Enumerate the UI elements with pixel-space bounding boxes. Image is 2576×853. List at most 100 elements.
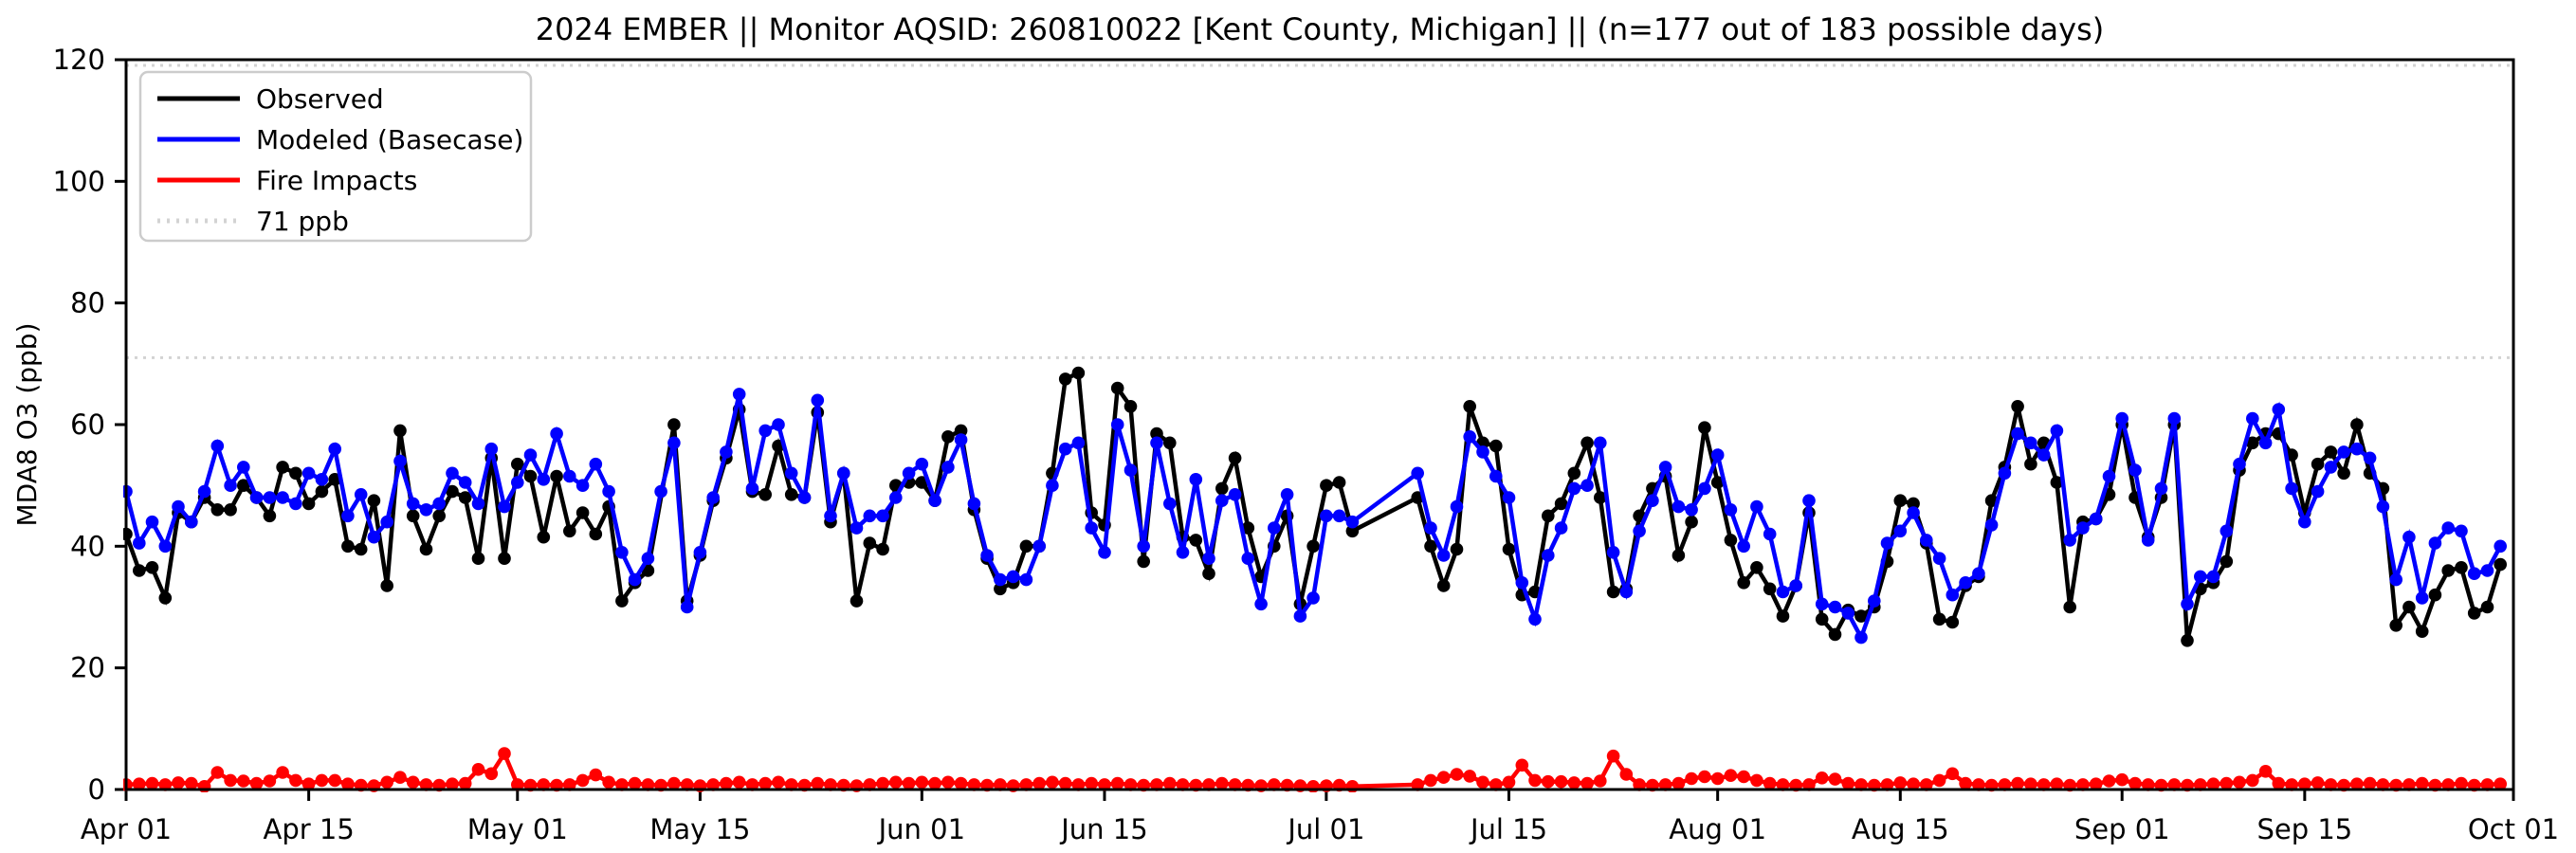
data-point-marker xyxy=(1802,778,1816,791)
data-point-marker xyxy=(2480,778,2494,791)
data-point-marker xyxy=(1685,515,1698,529)
data-point-marker xyxy=(1554,521,1568,535)
data-point-marker xyxy=(980,549,994,562)
data-point-marker xyxy=(2272,403,2286,416)
data-point-marker xyxy=(2389,572,2402,587)
data-point-marker xyxy=(1567,776,1581,789)
data-point-marker xyxy=(615,546,629,559)
data-point-marker xyxy=(1436,771,1451,784)
x-tick-label: Aug 15 xyxy=(1852,813,1949,845)
data-point-marker xyxy=(1058,776,1072,790)
data-point-marker xyxy=(367,530,381,544)
data-point-marker xyxy=(2102,774,2116,788)
data-point-marker xyxy=(1098,546,1111,559)
data-point-marker xyxy=(680,778,694,791)
data-point-marker xyxy=(1594,774,1607,788)
data-point-marker xyxy=(2298,777,2311,790)
data-point-marker xyxy=(1685,503,1698,517)
data-point-marker xyxy=(1606,546,1620,559)
data-point-marker xyxy=(1750,773,1763,788)
data-point-marker xyxy=(1854,630,1868,644)
data-point-marker xyxy=(784,488,798,501)
data-point-marker xyxy=(2141,778,2155,791)
data-point-marker xyxy=(641,552,655,565)
data-point-marker xyxy=(1124,463,1138,477)
data-point-marker xyxy=(2494,777,2507,790)
data-point-marker xyxy=(471,497,485,511)
y-tick-label: 60 xyxy=(70,408,105,441)
data-point-marker xyxy=(1710,476,1725,489)
data-point-marker xyxy=(1737,770,1750,784)
data-point-marker xyxy=(511,778,524,791)
x-tick-label: Apr 15 xyxy=(263,813,354,845)
data-point-marker xyxy=(1528,612,1542,626)
data-point-marker xyxy=(1542,774,1555,789)
data-point-marker xyxy=(419,542,433,556)
data-point-marker xyxy=(967,778,981,791)
data-point-marker xyxy=(2141,534,2155,547)
data-point-marker xyxy=(1633,524,1646,538)
data-point-marker xyxy=(589,457,603,471)
data-point-marker xyxy=(1763,776,1777,790)
data-point-marker xyxy=(811,393,825,408)
data-point-marker xyxy=(511,476,524,489)
data-point-marker xyxy=(641,778,655,791)
data-point-marker xyxy=(210,439,225,453)
data-point-marker xyxy=(1019,778,1033,791)
data-point-marker xyxy=(341,539,355,554)
data-point-marker xyxy=(1502,491,1516,504)
data-point-marker xyxy=(994,778,1007,791)
data-point-marker xyxy=(2415,591,2429,605)
data-point-marker xyxy=(628,776,642,790)
data-point-marker xyxy=(1619,768,1634,781)
data-point-marker xyxy=(1436,549,1451,562)
data-point-marker xyxy=(224,503,237,517)
data-point-marker xyxy=(1868,594,1881,608)
data-point-marker xyxy=(158,539,173,554)
data-point-marker xyxy=(2298,515,2311,529)
data-point-marker xyxy=(2324,445,2338,459)
data-point-marker xyxy=(784,778,798,791)
legend-label: Fire Impacts xyxy=(256,165,417,196)
data-point-marker xyxy=(406,775,420,789)
data-point-marker xyxy=(172,776,185,789)
data-point-marker xyxy=(967,497,981,511)
data-point-marker xyxy=(850,521,864,535)
data-point-marker xyxy=(2272,776,2286,790)
data-point-marker xyxy=(2024,457,2037,471)
data-point-marker xyxy=(1058,372,1072,386)
data-point-marker xyxy=(2024,777,2037,790)
data-point-marker xyxy=(1946,588,1960,602)
data-point-marker xyxy=(1920,534,1933,547)
data-point-marker xyxy=(2415,625,2429,638)
data-point-marker xyxy=(393,454,407,468)
data-point-marker xyxy=(1698,770,1711,784)
data-point-marker xyxy=(2037,778,2051,791)
data-point-marker xyxy=(824,778,837,791)
data-point-marker xyxy=(1567,466,1581,481)
data-point-marker xyxy=(2128,463,2142,477)
data-point-marker xyxy=(1776,585,1790,599)
data-point-marker xyxy=(484,767,499,781)
data-point-marker xyxy=(2455,524,2468,538)
data-point-marker xyxy=(1580,479,1594,492)
data-point-marker xyxy=(550,469,563,483)
legend: Observed Modeled (Basecase) Fire Impacts 71… xyxy=(138,70,533,243)
data-point-marker xyxy=(915,457,929,471)
data-point-marker xyxy=(1345,524,1360,538)
data-point-marker xyxy=(328,773,342,788)
data-point-marker xyxy=(1815,771,1829,785)
data-point-marker xyxy=(523,469,538,483)
data-point-marker xyxy=(446,466,459,481)
data-point-marker xyxy=(1698,481,1711,496)
data-point-marker xyxy=(575,773,590,788)
data-point-marker xyxy=(1542,549,1555,562)
data-point-marker xyxy=(432,497,447,511)
data-point-marker xyxy=(1698,421,1711,435)
data-point-marker xyxy=(1085,521,1098,535)
data-point-marker xyxy=(276,766,289,779)
data-point-marker xyxy=(2258,765,2273,778)
data-point-marker xyxy=(133,536,146,550)
data-point-marker xyxy=(158,591,173,605)
x-tick-label: Oct 01 xyxy=(2468,813,2559,845)
